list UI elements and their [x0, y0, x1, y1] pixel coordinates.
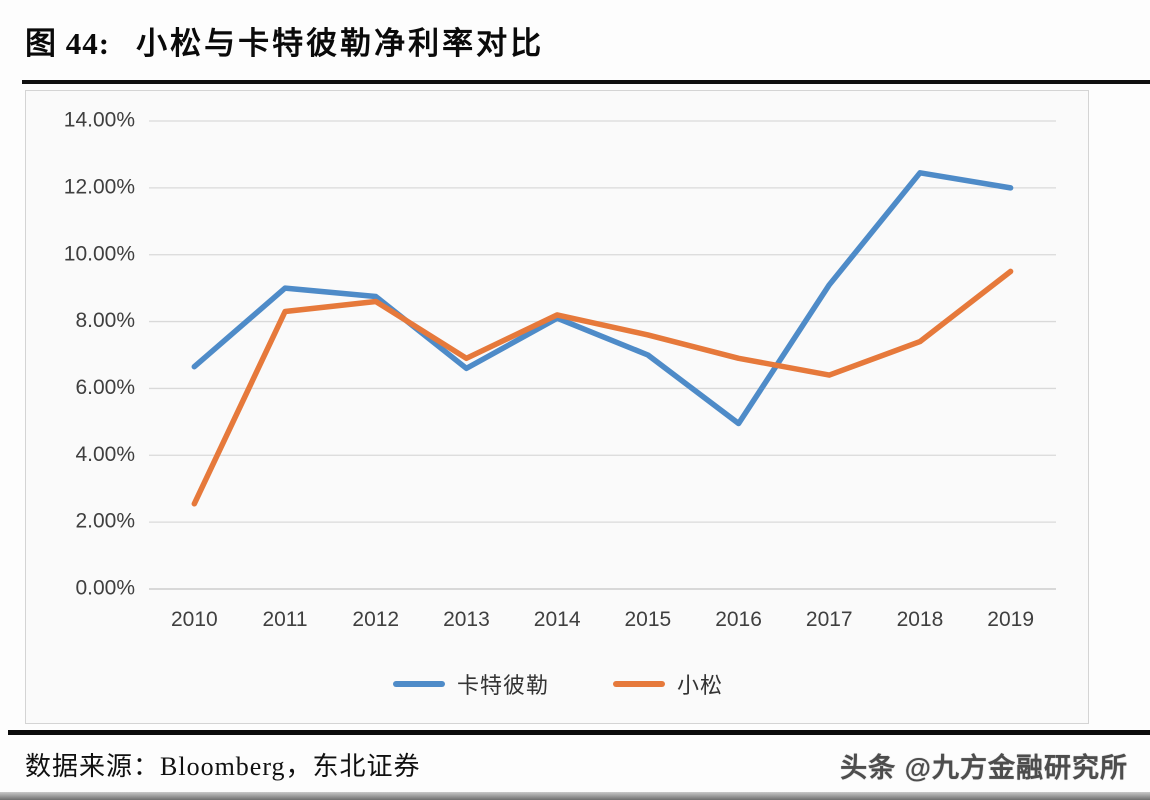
y-axis-label: 6.00% — [75, 376, 135, 399]
figure-title-text: 小松与卡特彼勒净利率对比 — [136, 26, 545, 61]
y-axis-label: 14.00% — [64, 109, 135, 132]
x-axis-label: 2014 — [534, 608, 581, 631]
bottom-divider — [8, 730, 1150, 735]
legend-item-komatsu: 小松 — [613, 668, 723, 700]
x-axis-label: 2013 — [443, 608, 490, 631]
x-axis-label: 2017 — [806, 608, 853, 631]
legend-swatch-komatsu — [613, 681, 665, 687]
line-komatsu — [191, 268, 1014, 507]
figure-number: 图 44: — [25, 26, 111, 61]
x-axis-label: 2010 — [171, 608, 218, 631]
x-axis-label: 2015 — [624, 608, 671, 631]
legend-label-komatsu: 小松 — [677, 673, 724, 698]
title-divider — [22, 80, 1150, 84]
y-axis-label: 4.00% — [75, 443, 135, 466]
x-axis-label: 2011 — [262, 608, 307, 631]
x-axis-label: 2019 — [987, 608, 1034, 631]
watermark-text: 头条 @九方金融研究所 — [840, 753, 1128, 783]
legend-item-caterpillar: 卡特彼勒 — [392, 668, 549, 700]
line-caterpillar — [191, 170, 1014, 427]
chart-legend: 卡特彼勒 小松 — [26, 668, 1090, 700]
figure-title: 图 44: 小松与卡特彼勒净利率对比 — [25, 18, 544, 63]
y-axis-label: 2.00% — [75, 510, 135, 533]
data-source-text: 数据来源：Bloomberg，东北证券 — [25, 752, 421, 781]
chart-panel: 0.00% 2.00% 4.00% 6.00% 8.00% 10.00% 12.00% 14.… — [25, 90, 1089, 724]
y-axis-label: 12.00% — [64, 175, 135, 198]
x-axis-label: 2018 — [897, 608, 944, 631]
legend-label-caterpillar: 卡特彼勒 — [456, 673, 549, 698]
y-axis-label: 8.00% — [75, 309, 135, 332]
x-axis-label: 2016 — [715, 608, 762, 631]
line-chart: 0.00% 2.00% 4.00% 6.00% 8.00% 10.00% 12.00% 14.… — [64, 109, 1056, 631]
y-axis-label: 10.00% — [64, 242, 135, 265]
y-axis-label: 0.00% — [75, 577, 135, 600]
bottom-edge-strip — [0, 792, 1150, 800]
legend-swatch-caterpillar — [392, 681, 445, 687]
x-axis-label: 2012 — [352, 608, 399, 631]
